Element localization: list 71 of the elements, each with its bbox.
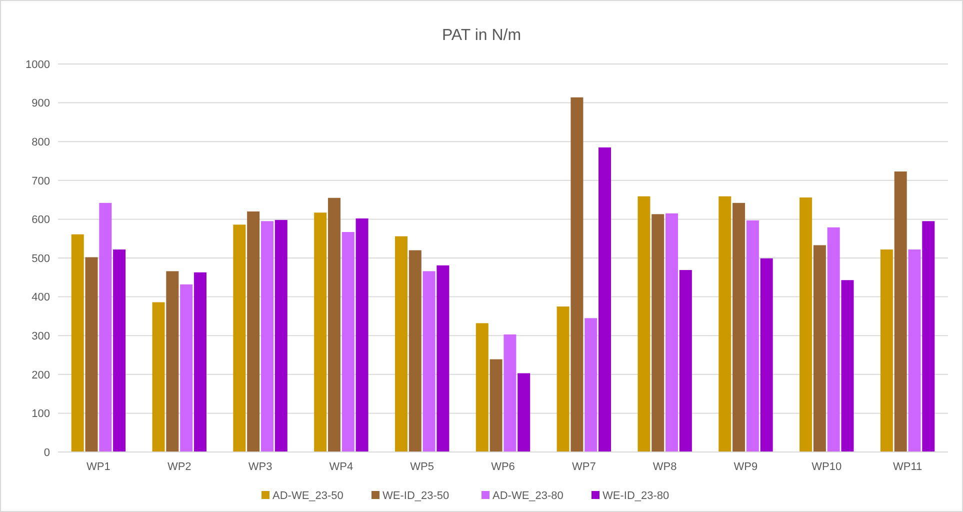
bar [841, 280, 854, 452]
bar [342, 232, 354, 452]
bar [718, 196, 732, 452]
bar [813, 245, 826, 452]
bar [638, 196, 650, 452]
bar [356, 218, 368, 452]
bar [408, 250, 422, 452]
legend-label: AD-WE_23-80 [492, 490, 564, 502]
bar [247, 211, 260, 452]
bar [894, 171, 907, 452]
bar [394, 236, 408, 452]
x-tick-label: WP6 [491, 461, 515, 473]
bar [71, 234, 84, 452]
y-tick-label: 700 [32, 175, 50, 188]
bar [436, 265, 450, 452]
bar [679, 270, 692, 452]
bar [556, 306, 570, 452]
x-tick-label: WP10 [812, 461, 842, 473]
bar [314, 212, 327, 452]
bar [274, 220, 288, 452]
x-tick-label: WP8 [652, 461, 677, 473]
bar [584, 318, 598, 452]
x-tick-label: WP1 [86, 461, 110, 473]
bar [328, 198, 340, 452]
bar [476, 323, 488, 452]
bar [166, 271, 179, 452]
bar [113, 249, 126, 452]
y-tick-label: 900 [32, 98, 50, 110]
bar [422, 271, 436, 452]
bar [746, 220, 759, 452]
y-tick-label: 300 [32, 330, 50, 342]
y-tick-label: 100 [32, 408, 50, 420]
y-tick-label: 500 [32, 252, 50, 265]
bar [490, 359, 502, 452]
bar [760, 258, 773, 452]
bar [666, 213, 678, 452]
y-tick-label: 800 [32, 136, 50, 148]
bar [732, 202, 746, 452]
bar [180, 284, 193, 452]
bar [800, 197, 812, 452]
bar [598, 147, 612, 452]
bar [922, 221, 935, 452]
x-tick-label: WP2 [167, 461, 192, 473]
bar [152, 302, 165, 452]
legend-label: WE-ID_23-50 [382, 490, 450, 502]
bar [99, 202, 112, 452]
y-tick-label: 400 [32, 292, 50, 304]
bar [85, 257, 98, 452]
legend-label: WE-ID_23-80 [602, 490, 670, 502]
y-tick-label: 0 [44, 446, 50, 459]
bar [260, 221, 274, 452]
y-tick-label: 200 [32, 369, 50, 382]
x-tick-label: WP5 [410, 461, 434, 473]
bar [880, 249, 893, 452]
chart-title: PAT in N/m [442, 27, 522, 44]
x-tick-label: WP9 [734, 461, 758, 473]
bar [518, 373, 530, 452]
bar [570, 97, 584, 452]
bar [908, 249, 921, 452]
bar [194, 272, 206, 452]
x-tick-label: WP4 [329, 461, 354, 473]
bar [652, 214, 664, 452]
bar [504, 334, 516, 452]
y-tick-label: 1000 [26, 58, 50, 71]
x-tick-label: WP3 [248, 461, 272, 473]
bar [233, 224, 246, 452]
bar [827, 227, 840, 452]
x-tick-label: WP11 [892, 461, 922, 473]
legend-label: AD-WE_23-50 [272, 490, 344, 502]
x-tick-label: WP7 [572, 461, 596, 473]
y-tick-label: 600 [32, 214, 50, 226]
